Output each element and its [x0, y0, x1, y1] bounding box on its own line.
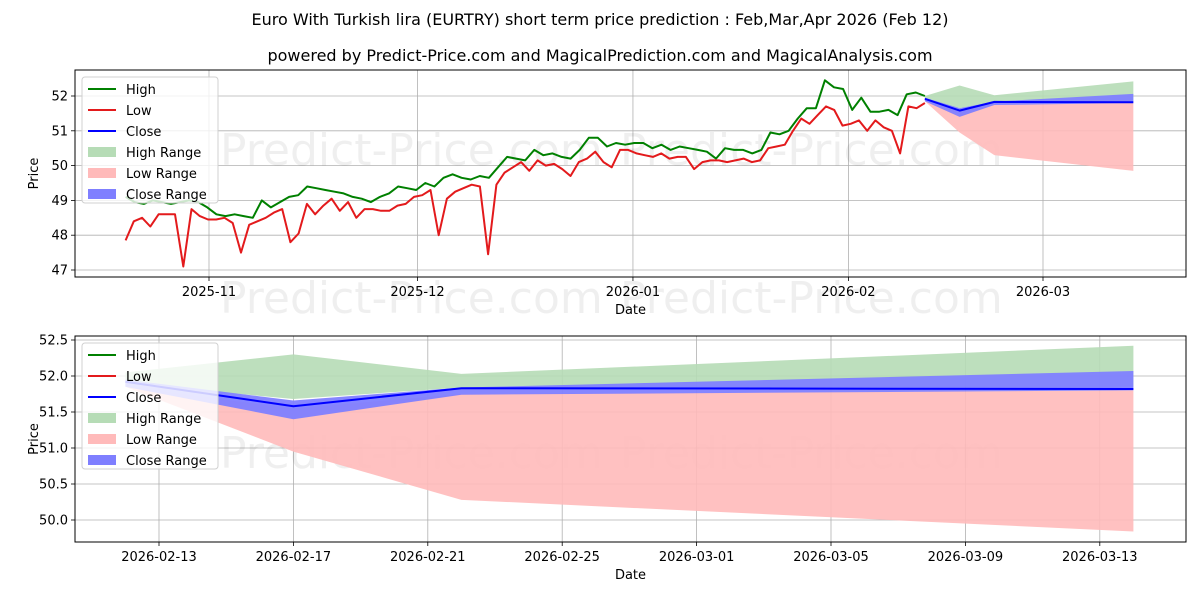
x-axis-label: Date: [615, 303, 646, 318]
legend-patch-swatch: [88, 168, 116, 178]
legend-label: Low: [126, 104, 152, 119]
chart-panel-1: 47 48 49 50 51 52 2025-11 2025-12 2026-01 2026-02…: [27, 69, 1187, 318]
legend-label: High: [126, 83, 156, 98]
y-axis-label: Price: [27, 158, 42, 190]
y-tick-label: 51.0: [39, 442, 68, 457]
watermark: Predict-Price.com: [220, 125, 603, 176]
legend-patch-swatch: [88, 189, 116, 199]
y-tick-label: 48: [51, 229, 68, 244]
low-range-band: [924, 101, 1134, 171]
x-tick-label: 2026-02-17: [256, 550, 332, 565]
y-tick-label: 52: [51, 90, 68, 105]
x-tick-label: 2026-03-01: [659, 550, 735, 565]
legend-label: High Range: [126, 146, 201, 161]
x-tick-label: 2026-03-09: [928, 550, 1004, 565]
legend: High Low Close High Range Low Range Close Ran…: [81, 342, 219, 470]
chart-title: Euro With Turkish lira (EURTRY) short te…: [251, 10, 949, 29]
legend-patch-swatch: [88, 147, 116, 157]
legend-label: Low: [126, 370, 152, 385]
x-tick-label: 2026-02-25: [524, 550, 600, 565]
x-tick-label: 2026-03-13: [1062, 550, 1138, 565]
legend-label: Low Range: [126, 433, 197, 448]
close-line: [924, 97, 1134, 112]
legend-label: Close: [126, 125, 161, 140]
watermark: Predict-Price.com: [620, 273, 1003, 324]
legend-patch-swatch: [88, 434, 116, 444]
legend-label: High: [126, 349, 156, 364]
x-tick-label: 2026-03: [1016, 285, 1070, 300]
watermark: Predict-Price.com: [220, 273, 603, 324]
y-tick-label: 51: [51, 124, 68, 139]
y-tick-label: 50: [51, 159, 68, 174]
legend-patch-swatch: [88, 413, 116, 423]
x-tick-label: 2026-02: [821, 285, 875, 300]
legend: High Low Close High Range Low Range Close Ran…: [81, 76, 219, 204]
x-tick-label: 2026-01: [606, 285, 660, 300]
x-tick-label: 2026-02-21: [390, 550, 466, 565]
legend-label: High Range: [126, 412, 201, 427]
y-tick-label: 51.5: [39, 406, 68, 421]
close-range-band: [924, 93, 1134, 117]
y-tick-label: 47: [51, 264, 68, 279]
watermark: Predict-Price.com: [620, 125, 1003, 176]
x-tick-label: 2025-12: [390, 285, 444, 300]
legend-label: Close: [126, 391, 161, 406]
chart-panel-2: 50.0 50.5 51.0 51.5 52.0 52.5 2026-02-13 2026-0…: [27, 334, 1187, 583]
legend-patch-swatch: [88, 455, 116, 465]
x-tick-label: 2025-11: [182, 285, 236, 300]
x-axis-label: Date: [615, 568, 646, 583]
y-tick-label: 52.5: [39, 334, 68, 349]
x-tick-label: 2026-03-05: [793, 550, 869, 565]
legend-label: Close Range: [126, 454, 207, 469]
high-range-band: [924, 81, 1134, 109]
x-tick-label: 2026-02-13: [121, 550, 197, 565]
axes-frame: [74, 335, 1187, 543]
high-line: [125, 79, 926, 219]
y-tick-label: 50.5: [39, 478, 68, 493]
low-line: [124, 102, 926, 268]
low-range-band: [125, 386, 1134, 532]
chart-subtitle: powered by Predict-Price.com and Magical…: [267, 46, 933, 65]
y-tick-label: 49: [51, 194, 68, 209]
y-tick-label: 52.0: [39, 370, 68, 385]
y-tick-label: 50.0: [39, 514, 68, 529]
close-range-band: [125, 370, 1134, 420]
legend-label: Low Range: [126, 167, 197, 182]
y-axis-label: Price: [27, 423, 42, 455]
axes-frame: [74, 69, 1187, 278]
legend-label: Close Range: [126, 188, 207, 203]
